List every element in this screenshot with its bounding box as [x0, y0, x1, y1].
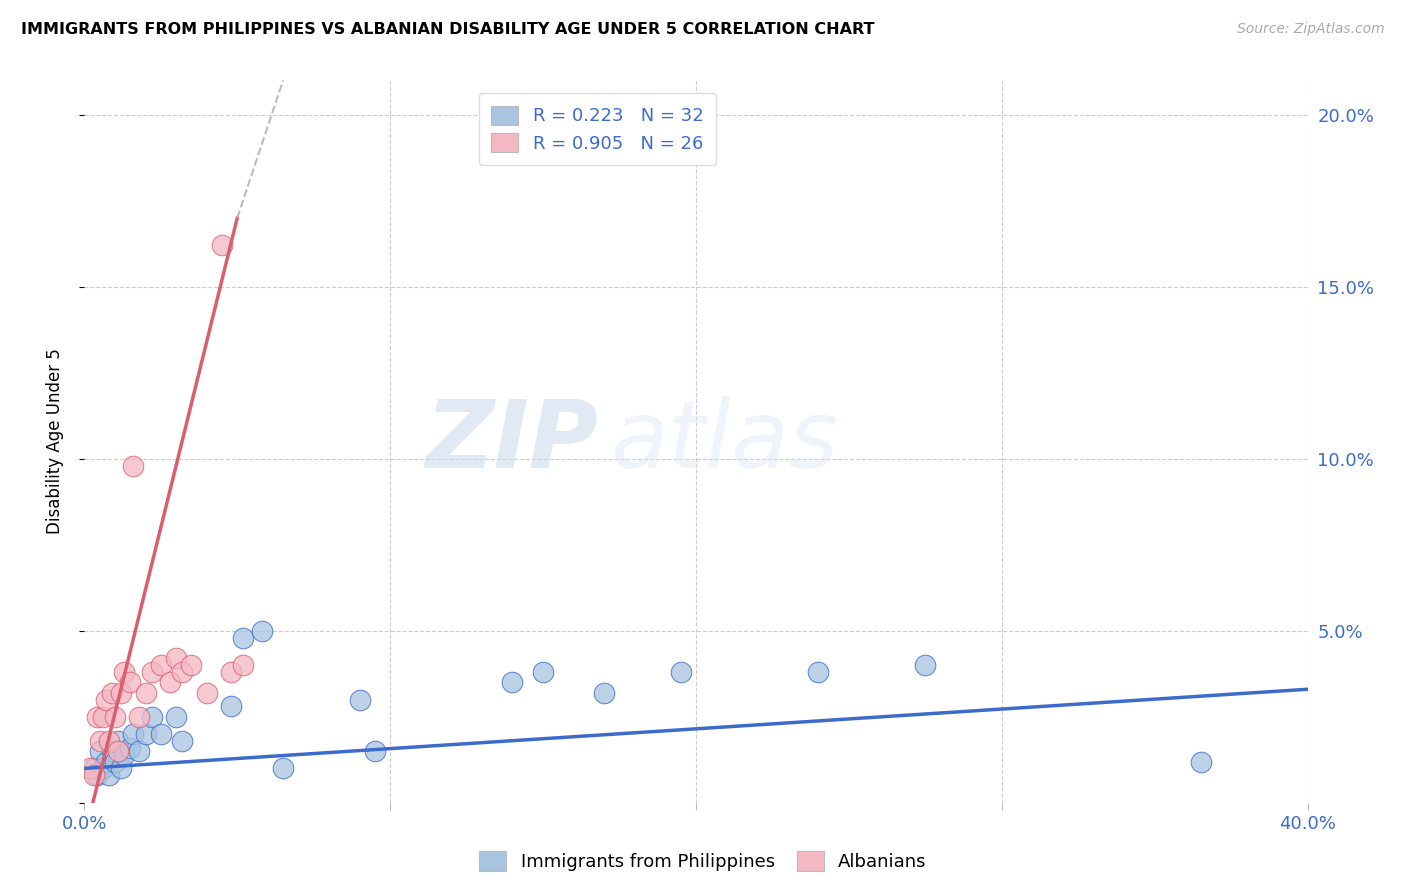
Point: [165, 710, 187, 724]
Text: Source: ZipAtlas.com: Source: ZipAtlas.com: [1237, 22, 1385, 37]
Point: [79, 761, 101, 775]
Point: [531, 665, 554, 679]
Point: [180, 658, 202, 673]
Point: [669, 665, 692, 679]
Legend: Immigrants from Philippines, Albanians: Immigrants from Philippines, Albanians: [472, 844, 934, 879]
Point: [120, 675, 142, 690]
Point: [107, 744, 129, 758]
Point: [91, 761, 114, 775]
Point: [250, 624, 273, 638]
Point: [94, 692, 117, 706]
Point: [86, 710, 108, 724]
Point: [128, 744, 150, 758]
Point: [232, 631, 254, 645]
Point: [172, 665, 194, 679]
Point: [104, 755, 127, 769]
Point: [120, 740, 142, 755]
Point: [89, 744, 111, 758]
Point: [135, 686, 157, 700]
Point: [211, 238, 233, 252]
Point: [110, 686, 132, 700]
Point: [195, 686, 218, 700]
Point: [97, 768, 120, 782]
Point: [807, 665, 830, 679]
Point: [1189, 755, 1212, 769]
Point: [112, 747, 135, 762]
Point: [232, 658, 254, 673]
Point: [141, 710, 163, 724]
Point: [89, 734, 111, 748]
Point: [172, 734, 194, 748]
Text: ZIP: ZIP: [425, 395, 598, 488]
Point: [135, 727, 157, 741]
Y-axis label: Disability Age Under 5: Disability Age Under 5: [45, 349, 63, 534]
Point: [141, 665, 163, 679]
Point: [112, 665, 135, 679]
Point: [128, 710, 150, 724]
Point: [91, 710, 114, 724]
Point: [94, 755, 117, 769]
Point: [219, 665, 242, 679]
Point: [83, 761, 105, 775]
Point: [914, 658, 936, 673]
Point: [104, 710, 127, 724]
Point: [159, 675, 181, 690]
Point: [107, 734, 129, 748]
Point: [122, 458, 145, 473]
Point: [165, 651, 187, 665]
Point: [271, 761, 294, 775]
Legend: R = 0.223   N = 32, R = 0.905   N = 26: R = 0.223 N = 32, R = 0.905 N = 26: [478, 93, 716, 165]
Point: [122, 727, 145, 741]
Text: atlas: atlas: [610, 396, 838, 487]
Point: [101, 686, 124, 700]
Point: [219, 699, 242, 714]
Point: [86, 768, 108, 782]
Text: IMMIGRANTS FROM PHILIPPINES VS ALBANIAN DISABILITY AGE UNDER 5 CORRELATION CHART: IMMIGRANTS FROM PHILIPPINES VS ALBANIAN …: [21, 22, 875, 37]
Point: [502, 675, 524, 690]
Point: [110, 761, 132, 775]
Point: [97, 734, 120, 748]
Point: [364, 744, 387, 758]
Point: [149, 727, 172, 741]
Point: [83, 768, 105, 782]
Point: [593, 686, 616, 700]
Point: [149, 658, 172, 673]
Point: [101, 744, 124, 758]
Point: [349, 692, 371, 706]
